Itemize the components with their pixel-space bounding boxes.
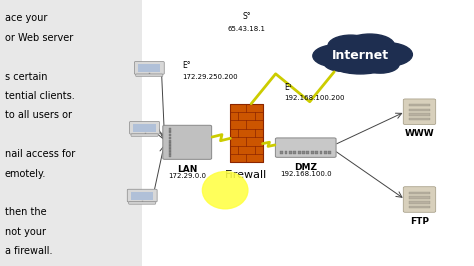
- Text: 172.29.250.200: 172.29.250.200: [182, 74, 238, 80]
- FancyBboxPatch shape: [131, 192, 154, 200]
- FancyBboxPatch shape: [163, 125, 211, 159]
- Ellipse shape: [361, 56, 399, 73]
- FancyBboxPatch shape: [169, 128, 172, 131]
- FancyBboxPatch shape: [127, 189, 157, 202]
- FancyBboxPatch shape: [409, 109, 430, 111]
- FancyBboxPatch shape: [409, 206, 430, 208]
- Text: WWW: WWW: [405, 129, 434, 138]
- Text: ace your: ace your: [5, 13, 47, 23]
- FancyBboxPatch shape: [409, 113, 430, 116]
- FancyBboxPatch shape: [307, 152, 310, 154]
- Text: 172.29.0.0: 172.29.0.0: [168, 173, 206, 179]
- Ellipse shape: [345, 34, 394, 56]
- FancyBboxPatch shape: [0, 0, 142, 266]
- FancyBboxPatch shape: [315, 152, 318, 154]
- FancyBboxPatch shape: [409, 192, 430, 194]
- FancyBboxPatch shape: [284, 152, 287, 154]
- FancyBboxPatch shape: [293, 152, 296, 154]
- Text: S°: S°: [242, 12, 251, 21]
- Text: nail access for: nail access for: [5, 149, 75, 159]
- FancyBboxPatch shape: [133, 124, 156, 132]
- FancyBboxPatch shape: [275, 138, 336, 157]
- Text: s certain: s certain: [5, 72, 47, 82]
- Ellipse shape: [313, 45, 360, 67]
- Text: 65.43.18.1: 65.43.18.1: [228, 26, 265, 32]
- Ellipse shape: [360, 43, 412, 66]
- FancyBboxPatch shape: [169, 131, 172, 134]
- FancyBboxPatch shape: [409, 201, 430, 203]
- FancyBboxPatch shape: [230, 104, 263, 162]
- FancyBboxPatch shape: [409, 118, 430, 120]
- Text: Firewall: Firewall: [225, 170, 268, 180]
- FancyBboxPatch shape: [129, 121, 159, 134]
- FancyBboxPatch shape: [319, 152, 322, 154]
- FancyBboxPatch shape: [409, 104, 430, 106]
- Ellipse shape: [325, 43, 396, 74]
- Text: emotely.: emotely.: [5, 169, 46, 179]
- Text: LAN: LAN: [177, 165, 197, 174]
- Text: Internet: Internet: [332, 49, 389, 62]
- FancyBboxPatch shape: [138, 64, 161, 72]
- Text: 192.168.100.200: 192.168.100.200: [284, 95, 345, 101]
- FancyBboxPatch shape: [136, 74, 163, 77]
- FancyBboxPatch shape: [169, 151, 172, 154]
- FancyBboxPatch shape: [409, 196, 430, 199]
- FancyBboxPatch shape: [324, 152, 327, 154]
- FancyBboxPatch shape: [311, 152, 314, 154]
- FancyBboxPatch shape: [169, 134, 172, 136]
- Text: or Web server: or Web server: [5, 33, 73, 43]
- FancyBboxPatch shape: [135, 61, 164, 74]
- Text: 192.168.100.0: 192.168.100.0: [280, 171, 331, 177]
- FancyBboxPatch shape: [302, 152, 305, 154]
- Text: not your: not your: [5, 227, 46, 237]
- Text: tential clients.: tential clients.: [5, 91, 74, 101]
- FancyBboxPatch shape: [169, 140, 172, 142]
- FancyBboxPatch shape: [403, 99, 436, 124]
- Ellipse shape: [328, 35, 374, 56]
- FancyBboxPatch shape: [289, 152, 292, 154]
- Text: E¹: E¹: [284, 83, 292, 92]
- FancyBboxPatch shape: [328, 152, 331, 154]
- Text: then the: then the: [5, 207, 46, 218]
- FancyBboxPatch shape: [298, 152, 301, 154]
- FancyBboxPatch shape: [169, 154, 172, 157]
- FancyBboxPatch shape: [169, 142, 172, 145]
- FancyBboxPatch shape: [169, 145, 172, 148]
- FancyBboxPatch shape: [169, 148, 172, 151]
- FancyBboxPatch shape: [131, 134, 158, 136]
- Ellipse shape: [202, 172, 248, 209]
- FancyBboxPatch shape: [280, 152, 283, 154]
- Ellipse shape: [324, 55, 360, 71]
- FancyBboxPatch shape: [169, 137, 172, 139]
- Text: E°: E°: [182, 61, 191, 70]
- FancyBboxPatch shape: [128, 202, 156, 204]
- Text: to all users or: to all users or: [5, 110, 72, 120]
- FancyBboxPatch shape: [403, 187, 436, 212]
- Text: DMZ: DMZ: [294, 163, 317, 172]
- Text: a firewall.: a firewall.: [5, 246, 52, 256]
- Text: FTP: FTP: [410, 217, 429, 226]
